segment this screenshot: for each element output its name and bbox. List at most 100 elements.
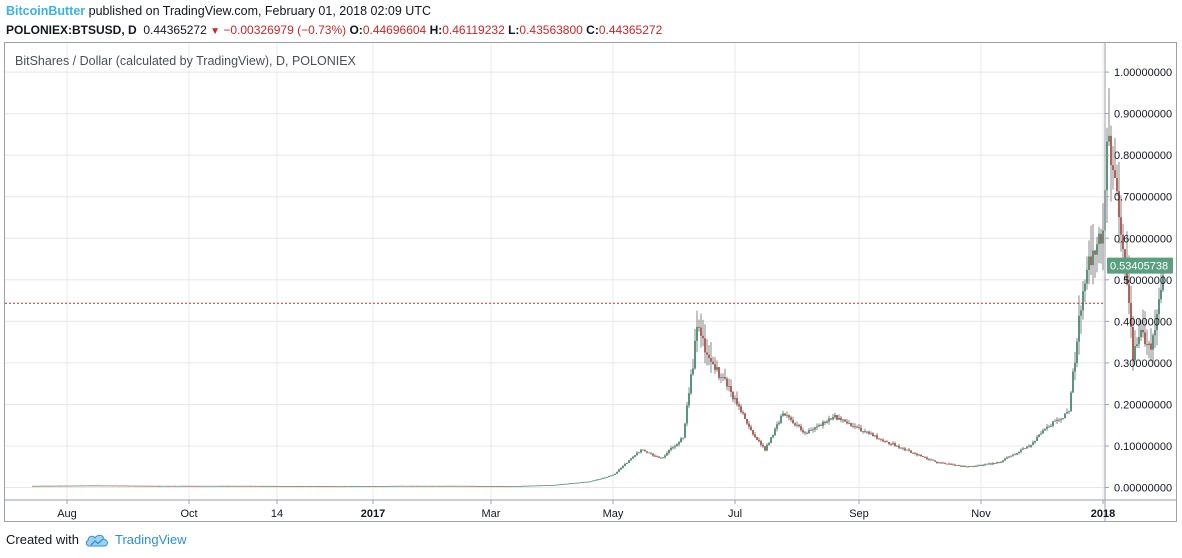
candle-body [266, 485, 268, 487]
candle-body [1054, 420, 1056, 422]
candle [758, 437, 760, 443]
author-name[interactable]: BitcoinButter [6, 4, 86, 18]
candle [316, 486, 318, 487]
candle [44, 485, 46, 487]
candle-body [958, 465, 960, 467]
candle [314, 486, 316, 487]
candle-body [428, 485, 430, 487]
candle [936, 461, 938, 464]
candle [122, 485, 124, 487]
candle-body [564, 483, 566, 485]
candle [814, 426, 816, 432]
candle-body [150, 485, 152, 487]
candle [1032, 440, 1034, 446]
candle-body [684, 423, 686, 438]
candle-body [518, 485, 520, 487]
candle [234, 485, 236, 487]
candle-body [492, 486, 494, 487]
candle [774, 427, 776, 437]
candle-body [100, 485, 102, 487]
candle-body [832, 417, 834, 420]
candle [418, 485, 420, 487]
candle [450, 485, 452, 487]
tradingview-brand[interactable]: TradingView [114, 532, 187, 547]
candle-body [1078, 315, 1080, 342]
candle [604, 477, 606, 479]
candle-body [258, 485, 260, 487]
candle-body [838, 417, 840, 420]
candle [1094, 249, 1096, 278]
candle-body [778, 422, 780, 425]
candle-body [278, 485, 280, 487]
price-chart[interactable]: 0.00000000 0.10000000 0.20000000 0.30000000… [5, 43, 1176, 521]
candle [816, 423, 818, 430]
candle [612, 474, 614, 476]
candle [650, 452, 652, 455]
candle-body [102, 485, 104, 487]
candle-body [700, 327, 702, 336]
candle-body [888, 442, 890, 444]
candle [486, 486, 488, 487]
candle-body [466, 485, 468, 487]
candle-body [354, 486, 356, 487]
candle-body [1134, 346, 1136, 361]
candle [294, 485, 296, 487]
candle [534, 485, 536, 487]
tradingview-link[interactable]: TradingView [85, 532, 187, 547]
candle [452, 485, 454, 487]
candle-body [808, 430, 810, 434]
candle [432, 485, 434, 487]
candle-body [786, 415, 788, 417]
candle-body [302, 486, 304, 487]
candle [928, 458, 930, 461]
candle-body [594, 480, 596, 482]
high-label: H: [429, 23, 443, 37]
candle [638, 451, 640, 454]
candle-body [658, 456, 660, 458]
candle-body [532, 485, 534, 487]
candle-body [524, 485, 526, 487]
candle [378, 485, 380, 487]
candle-body [226, 485, 228, 487]
candle [510, 486, 512, 488]
candle [698, 319, 700, 332]
candle-body [646, 451, 648, 453]
candle-body [580, 482, 582, 484]
candle [886, 440, 888, 443]
candle [382, 486, 384, 487]
candle-body [1162, 275, 1164, 290]
candle-body [408, 485, 410, 487]
x-tick-label: Aug [57, 508, 77, 520]
candle-body [224, 485, 226, 487]
candle-body [84, 485, 86, 487]
candle-body [606, 477, 608, 478]
candle [938, 461, 940, 464]
candle-body [612, 474, 614, 476]
candle-body [704, 338, 706, 353]
candle-body [32, 485, 34, 487]
candle-body [802, 430, 804, 433]
candle [268, 485, 270, 487]
candle-body [314, 486, 316, 487]
candle-body [706, 352, 708, 355]
candle-body [464, 485, 466, 487]
candle [62, 485, 64, 487]
candle-body [936, 461, 938, 464]
candle-body [598, 479, 600, 481]
chart-panel[interactable]: 0.00000000 0.10000000 0.20000000 0.30000000… [4, 42, 1177, 522]
candle [504, 486, 506, 488]
candle-body [546, 485, 548, 487]
candle [1036, 435, 1038, 442]
candle-body [998, 462, 1000, 464]
candle [404, 485, 406, 487]
candle-body [1148, 343, 1150, 346]
candle [508, 486, 510, 488]
candle-body [596, 479, 598, 481]
candle [352, 486, 354, 488]
candle [328, 486, 330, 488]
candle [558, 484, 560, 486]
candle [904, 446, 906, 452]
candle-body [538, 485, 540, 487]
candle-body [80, 485, 82, 487]
candle-body [634, 455, 636, 457]
